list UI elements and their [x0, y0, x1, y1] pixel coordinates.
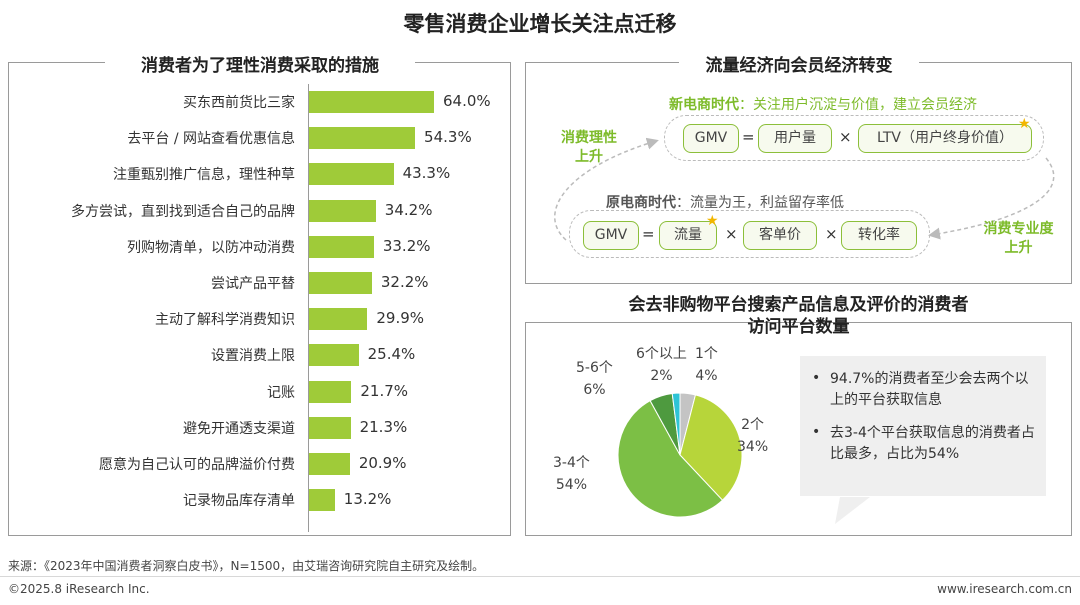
- pie-label-3-4: 3-4个 54%: [553, 455, 590, 493]
- footer-divider: [0, 576, 1080, 577]
- bar-value-label: 32.2%: [380, 273, 429, 291]
- note-item-2: 去3-4个平台获取信息的消费者占比最多，占比为54%: [830, 425, 1035, 462]
- site-url: www.iresearch.com.cn: [937, 582, 1072, 596]
- star-icon: ★: [706, 213, 719, 229]
- bar-value-label: 54.3%: [424, 128, 472, 147]
- bar: [309, 308, 368, 331]
- professionalism-rise-label: 消费专业度 上升: [983, 221, 1054, 256]
- equals-op: =: [642, 225, 655, 243]
- old-era-box: [569, 210, 930, 258]
- times-op: ×: [839, 128, 852, 146]
- platform-count-panel: [525, 322, 1072, 536]
- pie-label-5-6: 5-6个 6%: [576, 360, 613, 398]
- bar: [309, 91, 434, 113]
- conversion-chip: 转化率: [841, 221, 917, 250]
- bar: [309, 199, 376, 222]
- panel-top-line: [525, 322, 1072, 323]
- bar-category-label: 列购物清单，以防冲动消费: [127, 239, 295, 256]
- bar-value-label: 13.2%: [343, 490, 392, 509]
- economy-shift-heading: 流量经济向会员经济转变: [679, 51, 919, 76]
- bullet-icon: •: [812, 424, 821, 440]
- bar-category-label: 多方尝试，直到找到适合自己的品牌: [71, 203, 295, 220]
- bar: [309, 344, 359, 367]
- old-era-title: 原电商时代：流量为王，利益留存率低: [606, 195, 844, 211]
- bar-category-label: 注重甄别推广信息，理性种草: [113, 167, 295, 184]
- ltv-chip: LTV（用户终身价值）: [858, 124, 1032, 153]
- bar: [309, 416, 351, 439]
- bar-category-label: 设置消费上限: [211, 348, 295, 365]
- measures-panel-heading: 消费者为了理性消费采取的措施: [105, 51, 415, 76]
- bar-category-label: 主动了解科学消费知识: [155, 312, 295, 329]
- new-era-title: 新电商时代：关注用户沉淀与价值，建立会员经济: [669, 97, 977, 113]
- bar-category-label: 记账: [267, 384, 295, 401]
- aov-chip: 客单价: [743, 221, 817, 250]
- bar-value-label: 33.2%: [382, 236, 431, 255]
- bar-value-label: 21.3%: [359, 417, 408, 436]
- bar-value-label: 43.3%: [402, 164, 451, 183]
- bar-category-label: 避免开通透支渠道: [183, 420, 295, 437]
- economy-shift-panel: 流量经济向会员经济转变 消费理性 上升 消费专业度 上升 新电商时代：关注用户沉…: [525, 51, 1072, 284]
- bullet-icon: •: [812, 370, 821, 386]
- bar-category-label: 尝试产品平替: [211, 276, 295, 292]
- pie-label-2: 2个 34%: [737, 417, 769, 455]
- bar-category-label: 记录物品库存清单: [183, 493, 295, 510]
- bar-value-label: 29.9%: [376, 309, 425, 328]
- page-title: 零售消费企业增长关注点迁移: [403, 12, 677, 36]
- note-box: • 94.7%的消费者至少会去两个以上的平台获取信息 • 去3-4个平台获取信息…: [800, 356, 1046, 496]
- right-arrow: [928, 157, 1055, 240]
- bar-value-label: 34.2%: [384, 200, 433, 219]
- bar: [309, 163, 394, 186]
- bar-category-label: 去平台 / 网站查看优惠信息: [127, 131, 295, 148]
- gmv-chip-new: GMV: [683, 124, 739, 153]
- bar: [309, 127, 416, 150]
- pie-label-6plus: 6个以上 2%: [636, 346, 687, 384]
- times-op: ×: [825, 225, 838, 243]
- times-op: ×: [725, 225, 738, 243]
- users-chip: 用户量: [758, 124, 832, 153]
- bar-value-label: 64.0%: [443, 92, 491, 110]
- bar: [309, 272, 372, 294]
- left-arrow: [554, 137, 659, 241]
- bar-value-label: 21.7%: [360, 381, 409, 400]
- star-icon: ★: [1018, 116, 1031, 132]
- bar: [309, 489, 335, 512]
- note-item-1: 94.7%的消费者至少会去两个以上的平台获取信息: [830, 371, 1029, 408]
- equals-op: =: [742, 128, 755, 146]
- bar-value-label: 25.4%: [367, 345, 416, 364]
- platform-count-heading: 会去非购物平台搜索产品信息及评价的消费者 访问平台数量: [560, 294, 1037, 338]
- bar-value-label: 20.9%: [358, 454, 407, 472]
- rationality-rise-label: 消费理性 上升: [561, 130, 617, 165]
- source-note: 来源：《2023年中国消费者洞察白皮书》，N=1500，由艾瑞咨询研究院自主研究…: [8, 559, 485, 573]
- bar-category-label: 愿意为自己认可的品牌溢价付费: [99, 457, 295, 473]
- new-era-box: [664, 115, 1044, 161]
- bar-axis: [308, 84, 309, 532]
- bar: [309, 380, 352, 403]
- flow-arrows: [554, 137, 1055, 241]
- gmv-chip-old: GMV: [583, 221, 639, 250]
- measures-panel: 消费者为了理性消费采取的措施 买东西前货比三家 64.0% 去平台 / 网站查看优惠…: [8, 51, 511, 536]
- pie-label-1: 1个 4%: [695, 346, 718, 384]
- bar: [309, 453, 350, 475]
- bar-category-label: 买东西前货比三家: [183, 95, 295, 111]
- bar: [309, 235, 374, 258]
- copyright: ©2025.8 iResearch Inc.: [8, 582, 150, 596]
- traffic-chip: 流量: [659, 221, 717, 250]
